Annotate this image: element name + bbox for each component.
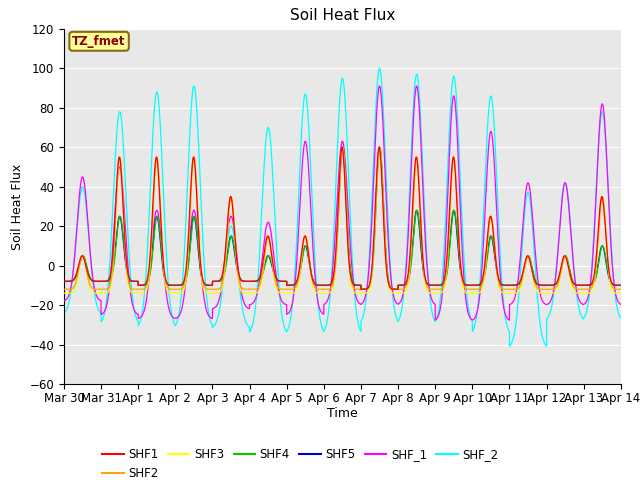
Title: Soil Heat Flux: Soil Heat Flux <box>290 9 395 24</box>
Y-axis label: Soil Heat Flux: Soil Heat Flux <box>11 163 24 250</box>
X-axis label: Time: Time <box>327 408 358 420</box>
Legend: SHF1, SHF2, SHF3, SHF4, SHF5, SHF_1, SHF_2: SHF1, SHF2, SHF3, SHF4, SHF5, SHF_1, SHF… <box>98 444 503 480</box>
Text: TZ_fmet: TZ_fmet <box>72 35 126 48</box>
